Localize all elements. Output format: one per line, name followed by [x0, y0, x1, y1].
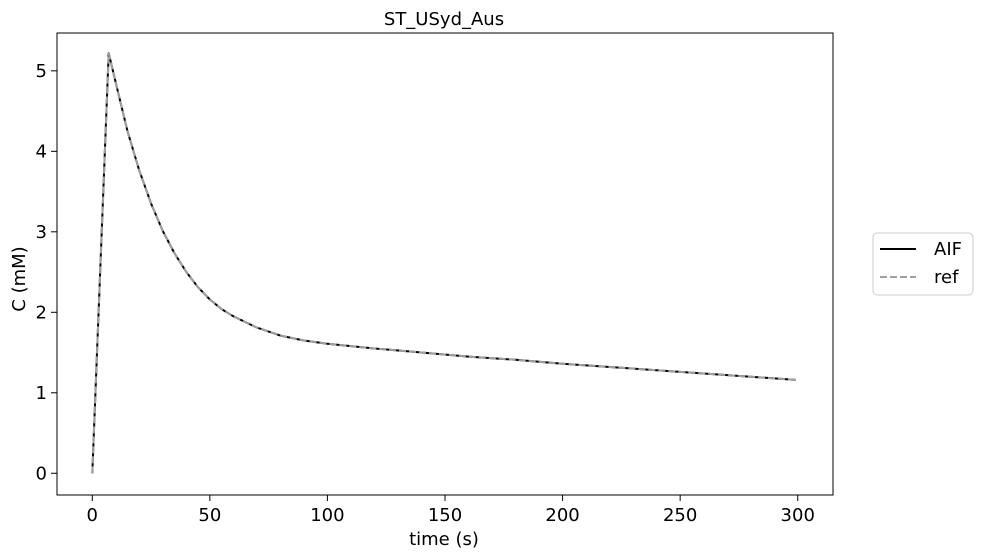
legend: AIF ref [872, 232, 974, 296]
y-tick-label: 2 [36, 302, 47, 323]
x-tick-label: 100 [310, 505, 344, 526]
series-layer [91, 52, 796, 474]
x-axis-label: time (s) [409, 529, 479, 550]
y-tick-label: 5 [36, 61, 47, 82]
x-tick-label: 300 [781, 505, 815, 526]
x-tick-label: 150 [428, 505, 462, 526]
x-tick-label: 200 [545, 505, 579, 526]
chart-title: ST_USyd_Aus [384, 9, 504, 30]
y-tick-label: 0 [36, 463, 47, 484]
y-tick-label: 1 [36, 383, 47, 404]
y-tick-label: 4 [36, 141, 47, 162]
x-axis: 0 50 100 150 200 250 300 [87, 495, 815, 526]
legend-label-aif: AIF [934, 239, 962, 260]
x-tick-label: 250 [663, 505, 697, 526]
legend-label-ref: ref [934, 267, 959, 288]
y-axis: 0 1 2 3 4 5 [36, 61, 57, 484]
x-tick-label: 0 [87, 505, 98, 526]
x-tick-label: 50 [198, 505, 221, 526]
series-line-ref [91, 52, 796, 474]
y-tick-label: 3 [36, 222, 47, 243]
y-axis-label: C (mM) [9, 246, 30, 311]
